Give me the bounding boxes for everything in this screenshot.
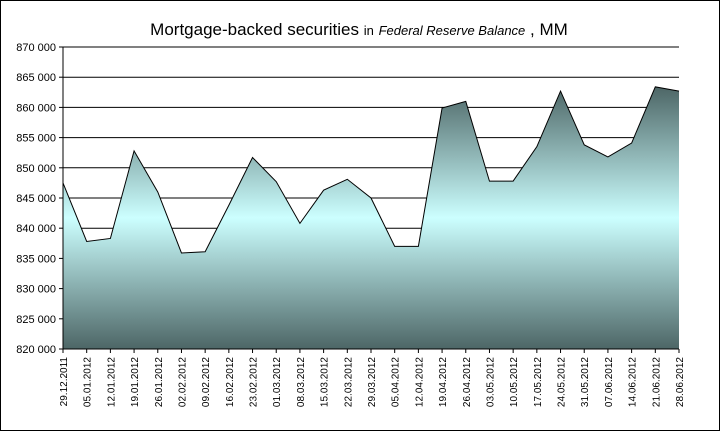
x-tick-label: 08.03.2012 xyxy=(296,357,307,407)
x-tick-label: 28.06.2012 xyxy=(675,357,686,407)
x-tick-label: 19.01.2012 xyxy=(130,357,141,407)
chart-title: Mortgage-backed securities in Federal Re… xyxy=(0,20,718,40)
x-tick-label: 24.05.2012 xyxy=(557,357,568,407)
y-tick-label: 865 000 xyxy=(16,72,56,84)
x-tick-label: 07.06.2012 xyxy=(604,357,615,407)
y-tick-label: 860 000 xyxy=(16,102,56,114)
x-tick-label: 23.02.2012 xyxy=(249,357,260,407)
y-tick-label: 855 000 xyxy=(16,133,56,145)
x-tick-label: 01.03.2012 xyxy=(272,357,283,407)
x-tick-label: 26.04.2012 xyxy=(462,357,473,407)
x-tick-label: 21.06.2012 xyxy=(651,357,662,407)
x-tick-label: 17.05.2012 xyxy=(533,357,544,407)
y-tick-label: 840 000 xyxy=(16,223,56,235)
y-tick-label: 830 000 xyxy=(16,284,56,296)
x-tick-label: 16.02.2012 xyxy=(225,357,236,407)
x-tick-label: 03.05.2012 xyxy=(485,357,496,407)
y-tick-label: 835 000 xyxy=(16,253,56,265)
chart-title-main: Mortgage-backed securities xyxy=(150,20,359,39)
y-tick-label: 850 000 xyxy=(16,163,56,175)
y-axis-ticks: 820 000 825 000 830 000 835 000 840 000 845 0… xyxy=(16,42,63,356)
x-tick-label: 14.06.2012 xyxy=(628,357,639,407)
chart-title-separator: , xyxy=(530,20,535,39)
chart-title-source: Federal Reserve Balance xyxy=(378,23,526,38)
x-axis-ticks: 29.12.2011 05.01.2012 12.01.2012 19.01.2012… xyxy=(59,349,686,407)
x-tick-label: 02.02.2012 xyxy=(177,357,188,407)
x-tick-label: 05.04.2012 xyxy=(391,357,402,407)
y-tick-label: 845 000 xyxy=(16,193,56,205)
chart-title-connector: in xyxy=(363,23,374,38)
x-tick-label: 09.02.2012 xyxy=(201,357,212,407)
x-tick-label: 12.01.2012 xyxy=(106,357,117,407)
x-tick-label: 05.01.2012 xyxy=(83,357,94,407)
x-tick-label: 10.05.2012 xyxy=(509,357,520,407)
series-line xyxy=(62,86,680,254)
x-tick-label: 29.03.2012 xyxy=(367,357,378,407)
x-tick-label: 31.05.2012 xyxy=(580,357,591,407)
chart-title-unit: MM xyxy=(539,20,568,39)
x-tick-label: 22.03.2012 xyxy=(343,357,354,407)
x-tick-label: 26.01.2012 xyxy=(154,357,165,407)
y-tick-label: 870 000 xyxy=(16,42,56,54)
x-tick-label: 12.04.2012 xyxy=(414,357,425,407)
x-tick-label: 29.12.2011 xyxy=(59,357,70,407)
y-tick-label: 820 000 xyxy=(16,344,56,356)
y-tick-label: 825 000 xyxy=(16,314,56,326)
x-tick-label: 15.03.2012 xyxy=(320,357,331,407)
x-tick-label: 19.04.2012 xyxy=(438,357,449,407)
series-area xyxy=(63,86,679,350)
